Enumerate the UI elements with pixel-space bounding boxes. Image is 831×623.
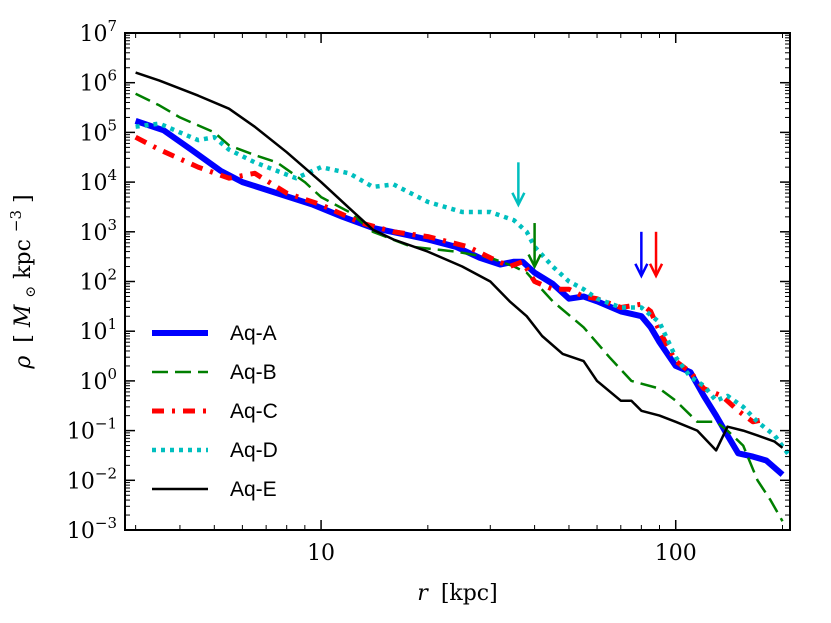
x-axis-unit: [kpc] (441, 581, 498, 606)
y-tick-label: 10−2 (67, 464, 117, 494)
legend-label-aq-d: Aq-D (230, 439, 278, 462)
y-tick-label: 102 (79, 266, 117, 296)
annotation-arrow-head (511, 192, 526, 208)
y-axis-bracket-close: ] (11, 194, 36, 203)
x-tick-label: 10 (307, 541, 335, 566)
y-tick-label: 104 (79, 166, 117, 196)
series-line-aq-d (135, 121, 790, 458)
y-tick-label: 101 (79, 315, 117, 345)
y-axis-kpc: kpc (11, 239, 36, 279)
annotation-arrow-head (648, 263, 664, 279)
series-line-aq-b (135, 92, 784, 522)
y-tick-label: 100 (79, 365, 117, 395)
y-tick-label: 105 (79, 116, 117, 146)
series-group (134, 71, 790, 522)
y-axis-m: M (11, 304, 36, 328)
y-axis-bracket-open: [ (11, 334, 36, 343)
y-axis-var: ρ (11, 356, 36, 370)
plot-area (134, 71, 790, 522)
annotation-arrow-head (634, 263, 649, 279)
y-tick-label: 107 (79, 17, 117, 47)
series-line-aq-c (134, 134, 767, 425)
annotation-arrow-head (527, 253, 542, 270)
legend-label-aq-c: Aq-C (230, 400, 278, 423)
axis-ticks: 10−3 10−2 10−1 100 101 102 103 104 105 106 107 10 10… (67, 17, 790, 566)
annotation-arrows (511, 162, 664, 279)
y-axis-sun: ⊙ (23, 286, 39, 298)
series-line-aq-a (134, 118, 785, 477)
y-tick-label: 103 (79, 216, 117, 246)
y-tick-label: 106 (79, 67, 117, 97)
series-line-aq-e (135, 71, 784, 452)
legend: Aq-A Aq-B Aq-C Aq-D Aq-E (152, 322, 278, 501)
x-axis-label: r [kpc] (417, 581, 497, 606)
legend-label-aq-a: Aq-A (230, 322, 277, 345)
x-axis-var: r (417, 581, 429, 606)
legend-label-aq-b: Aq-B (230, 361, 277, 384)
x-tick-label: 100 (655, 541, 697, 566)
y-axis-label: ρ [ M ⊙ kpc −3 ] (2, 194, 41, 369)
y-tick-label: 10−3 (67, 514, 117, 544)
y-tick-label: 10−1 (67, 415, 117, 445)
legend-label-aq-e: Aq-E (230, 478, 277, 501)
y-axis-exp: −3 (7, 210, 25, 232)
